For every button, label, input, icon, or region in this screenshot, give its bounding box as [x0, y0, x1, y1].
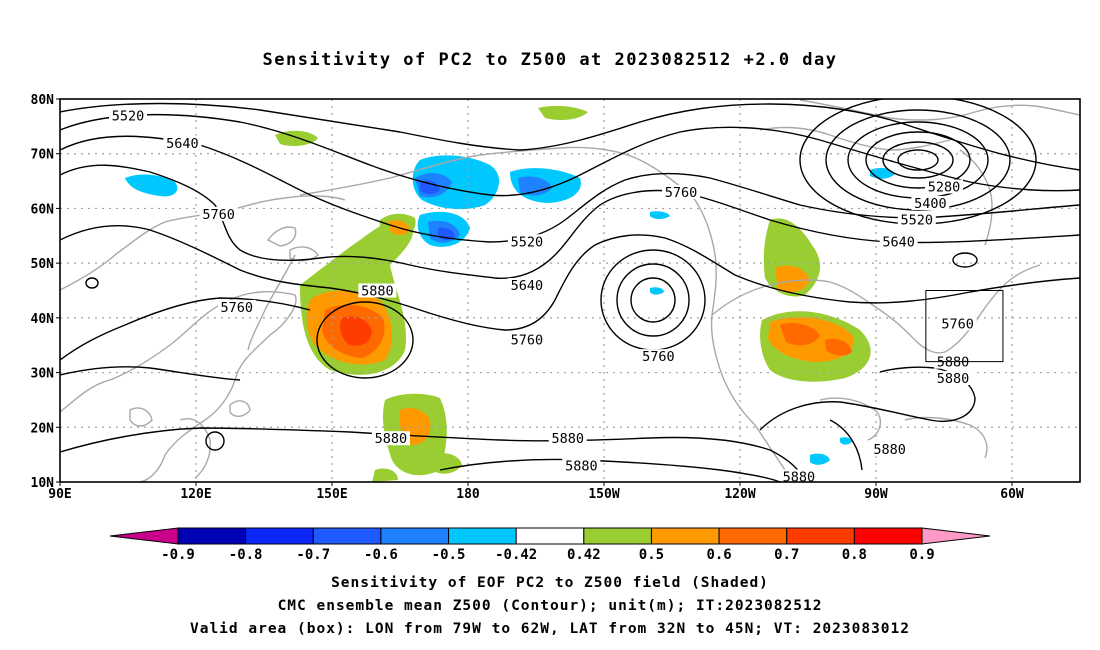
contour-label-bg: [938, 316, 977, 331]
contour-label-bg: [217, 299, 256, 314]
lat-label: 20N: [31, 421, 55, 436]
colorbar-label: 0.42: [567, 547, 601, 563]
colorbar-box: [853, 527, 923, 545]
colorbar-high-extend: [921, 527, 991, 545]
lon-label: 90W: [864, 487, 888, 502]
colorbar-label: -0.42: [495, 547, 537, 563]
colorbar: -0.9 -0.8 -0.7 -0.6 -0.5 -0.42 0.42 0.5 0.6 0.7 0.…: [109, 527, 991, 563]
contour-label-bg: [507, 278, 546, 293]
contour-label: 5880: [551, 431, 584, 447]
z500-contours: [60, 99, 1080, 482]
caption-shading: Sensitivity of EOF PC2 to Z500 field (Sh…: [331, 575, 769, 591]
colorbar-box: [583, 527, 652, 545]
lon-label: 180: [456, 487, 480, 502]
contour-label: 5520: [901, 212, 934, 228]
contour-label: 5760: [511, 333, 544, 349]
lat-label: 40N: [31, 312, 55, 327]
contour-label-bg: [199, 206, 238, 221]
lat-label: 70N: [31, 148, 55, 163]
lon-label: 60W: [1000, 487, 1024, 502]
contour-label-bg: [507, 332, 546, 347]
caption-valid-area: Valid area (box): LON from 79W to 62W, L…: [189, 621, 910, 637]
contour-label: 5760: [202, 207, 235, 223]
contour-label-bg: [897, 212, 936, 227]
chart-title: Sensitivity of PC2 to Z500 at 2023082512…: [262, 50, 838, 70]
lat-label: 30N: [31, 367, 55, 382]
contour-label: 5880: [565, 459, 598, 475]
contour-label-bg: [639, 349, 678, 364]
contour-label: 5640: [511, 278, 544, 294]
contour-labels: 5520 5640 5760 5760 5880 5520 5640 5760 5760 5760…: [109, 108, 977, 486]
valid-area-box: [925, 290, 1004, 363]
colorbar-box: [786, 527, 855, 545]
contour-label-bg: [371, 431, 410, 446]
lat-label: 10N: [31, 476, 55, 491]
colorbar-box: [380, 527, 450, 545]
colorbar-box: [718, 527, 788, 545]
colorbar-label: 0.9: [909, 547, 934, 563]
lon-label: 150E: [316, 487, 347, 502]
map-frame: [59, 98, 1081, 483]
contour-label: 5880: [361, 284, 394, 300]
colorbar-label: 0.6: [706, 547, 731, 563]
colorbar-label: 0.5: [639, 547, 664, 563]
lon-label: 120E: [180, 487, 211, 502]
colorbar-label: 0.8: [842, 547, 867, 563]
colorbar-label: -0.9: [161, 547, 195, 563]
contour-label-bg: [879, 234, 918, 249]
contour-label: 5760: [221, 300, 254, 316]
contour-label-bg: [358, 283, 397, 298]
colorbar-box: [650, 527, 720, 545]
contour-label: 5280: [928, 180, 961, 196]
colorbar-box: [515, 527, 585, 545]
contour-label-bg: [548, 431, 587, 446]
contour-label-bg: [911, 195, 950, 210]
colorbar-label: 0.7: [774, 547, 799, 563]
longitude-labels: 90E 120E 150E 180 150W 120W 90W 60W: [48, 482, 1024, 502]
contour-label: 5760: [642, 349, 675, 365]
lon-label: 120W: [724, 487, 755, 502]
colorbar-label: -0.8: [229, 547, 263, 563]
contour-label: 5880: [783, 470, 816, 486]
contour-label-bg: [779, 469, 818, 484]
contour-label: 5520: [112, 108, 145, 124]
contour-label-bg: [109, 108, 147, 123]
lat-label: 60N: [31, 202, 55, 217]
contour-label: 5520: [511, 234, 544, 250]
contour-label-bg: [870, 442, 909, 457]
colorbar-label: -0.7: [296, 547, 330, 563]
lat-label: 50N: [31, 257, 55, 272]
colorbar-box: [312, 527, 382, 545]
contour-label-bg: [934, 371, 973, 386]
colorbar-label: -0.6: [364, 547, 398, 563]
colorbar-low-extend: [109, 527, 179, 545]
contour-label-bg: [562, 458, 601, 473]
lon-label: 150W: [588, 487, 619, 502]
contour-label: 5880: [937, 355, 970, 371]
latitude-labels: 80N 70N 60N 50N 40N 30N 20N 10N: [31, 93, 60, 491]
contour-label-bg: [163, 135, 202, 150]
lat-label: 80N: [31, 93, 55, 108]
caption-contour: CMC ensemble mean Z500 (Contour); unit(m…: [277, 598, 823, 614]
contour-label-bg: [925, 179, 963, 194]
contour-label: 5880: [375, 431, 408, 447]
colorbar-box: [177, 527, 247, 545]
contour-label: 5880: [937, 371, 970, 387]
colorbar-box: [245, 527, 314, 545]
colorbar-label: -0.5: [432, 547, 466, 563]
contour-label: 5880: [873, 442, 906, 458]
map-plot: 5520 5640 5760 5760 5880 5520 5640 5760 5760 5760…: [31, 93, 1081, 563]
contour-label-bg: [662, 185, 701, 200]
lon-label: 90E: [48, 487, 71, 502]
contour-label: 5640: [882, 234, 915, 250]
contour-label: 5760: [941, 316, 974, 332]
contour-label-bg: [507, 234, 546, 249]
contour-label: 5400: [914, 196, 947, 212]
colorbar-box: [448, 527, 517, 545]
contour-label: 5760: [665, 185, 698, 201]
contour-label: 5640: [166, 136, 199, 152]
coastlines: [60, 99, 1080, 482]
